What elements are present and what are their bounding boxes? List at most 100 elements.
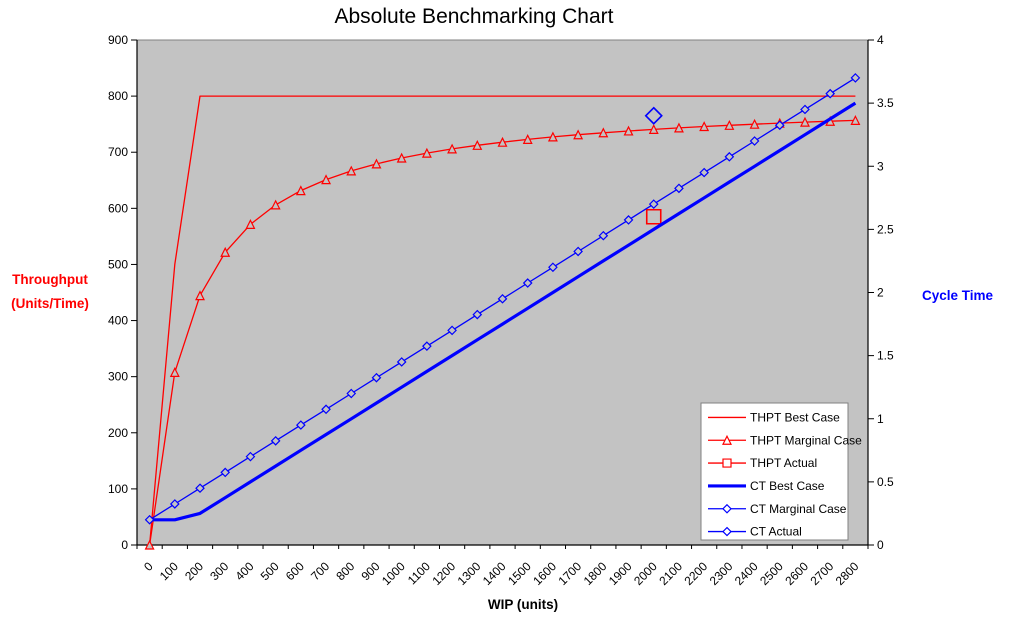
diamond-marker — [497, 293, 508, 304]
series-ct-marginal-case — [144, 73, 861, 525]
triangle-marker — [573, 129, 584, 140]
x-axis-tick-label: 300 — [207, 559, 231, 583]
triangle-marker — [749, 118, 760, 129]
diamond-marker — [371, 372, 382, 383]
triangle-marker — [850, 115, 861, 125]
legend-label: CT Marginal Case — [750, 502, 847, 516]
diamond-marker — [169, 499, 180, 509]
legend: THPT Best Case THPT Marginal Case THPT Act… — [700, 402, 862, 541]
x-axis-tick-label: 1000 — [379, 559, 408, 588]
left-axis-title-line1: Throughput — [12, 272, 88, 287]
series-thpt-marginal-case — [144, 115, 861, 550]
diamond-marker — [522, 278, 533, 288]
x-axis-tick-label: 1200 — [429, 559, 458, 588]
diamond-marker — [195, 483, 205, 494]
left-axis-tick-label: 400 — [108, 314, 128, 328]
x-axis-tick-label: 2100 — [656, 559, 685, 588]
legend-entry-thpt-marginal-case: THPT Marginal Case — [708, 433, 862, 447]
diamond-marker — [850, 73, 861, 83]
x-axis-tick-label: 2200 — [681, 559, 710, 588]
legend-entry-ct-best-case: CT Best Case — [708, 479, 825, 493]
legend-entry-thpt-best-case: THPT Best Case — [708, 410, 840, 424]
diamond-marker — [774, 120, 785, 131]
triangle-marker — [220, 246, 231, 257]
left-axis-tick-label: 700 — [108, 145, 128, 159]
series-ct-best-case — [149, 101, 857, 522]
series-line — [148, 95, 856, 546]
x-axis-tick-label: 1900 — [606, 559, 635, 588]
x-axis-tick-label: 2600 — [782, 559, 811, 588]
triangle-marker — [144, 539, 155, 550]
right-axis-tick-label: 1 — [877, 412, 884, 426]
triangle-marker — [598, 127, 609, 138]
diamond-marker — [548, 262, 558, 273]
left-axis-tick-label: 100 — [108, 482, 128, 496]
right-axis: 0 0.5 1 1.5 2 2.5 3 3.5 4 — [868, 33, 894, 552]
right-axis-title: Cycle Time — [922, 288, 994, 303]
triangle-marker — [522, 134, 533, 144]
legend-diamond-icon — [722, 526, 732, 537]
triangle-marker — [648, 124, 659, 134]
x-axis-tick-label: 0 — [141, 559, 156, 574]
right-axis-tick-label: 4 — [877, 33, 884, 47]
legend-label: CT Best Case — [750, 479, 825, 493]
diamond-marker — [825, 88, 836, 99]
diamond-marker — [674, 183, 684, 194]
legend-label: CT Actual — [750, 525, 802, 539]
triangle-marker — [673, 122, 684, 133]
left-axis-tick-label: 300 — [108, 370, 128, 384]
triangle-marker — [421, 147, 432, 158]
x-axis-tick-label: 2500 — [757, 559, 786, 588]
x-axis-tick-label: 700 — [308, 559, 332, 583]
triangle-marker — [371, 158, 382, 169]
diamond-marker — [724, 151, 735, 162]
left-axis-tick-label: 0 — [121, 538, 128, 552]
diamond-marker — [447, 325, 457, 336]
x-axis-tick-label: 1800 — [581, 559, 610, 588]
diamond-marker — [598, 230, 609, 241]
left-axis-title-line2: (Units/Time) — [11, 296, 89, 311]
x-axis-tick-label: 500 — [258, 559, 282, 583]
x-axis-tick-label: 200 — [182, 559, 206, 583]
x-axis-tick-label: 2800 — [833, 559, 862, 588]
left-axis-tick-label: 800 — [108, 89, 128, 103]
series-thpt-best-case — [148, 95, 856, 546]
x-axis-tick-label: 1100 — [405, 559, 433, 587]
triangle-marker — [724, 119, 735, 130]
series-ct-actual — [644, 106, 663, 125]
diamond-marker — [321, 404, 331, 415]
x-axis-tick-label: 800 — [333, 559, 357, 583]
legend-square-icon — [722, 458, 732, 468]
triangle-marker — [321, 174, 332, 185]
series-line — [149, 101, 857, 522]
triangle-marker — [547, 131, 558, 142]
legend-box — [700, 402, 849, 541]
triangle-marker — [195, 290, 205, 301]
x-axis-tick-label: 1400 — [480, 559, 509, 588]
left-axis-title: Throughput (Units/Time) — [2, 268, 98, 316]
triangle-marker — [623, 125, 634, 136]
legend-entry-ct-marginal-case: CT Marginal Case — [708, 502, 847, 516]
triangle-marker — [497, 136, 508, 147]
right-axis-tick-label: 2.5 — [877, 222, 894, 236]
x-axis-tick-label: 100 — [157, 559, 181, 583]
right-axis-tick-label: 2 — [877, 286, 884, 300]
chart-title: Absolute Benchmarking Chart — [334, 5, 614, 28]
x-axis-tick-label: 1300 — [455, 559, 484, 588]
diamond-marker — [648, 199, 659, 209]
triangle-marker — [396, 152, 407, 163]
x-axis-tick-label: 2700 — [808, 559, 837, 588]
left-axis-tick-label: 600 — [108, 201, 128, 215]
triangle-marker — [169, 367, 180, 377]
x-axis-tick-label: 2300 — [707, 559, 736, 588]
diamond-marker — [295, 420, 306, 430]
legend-label: THPT Marginal Case — [750, 433, 862, 447]
legend-label: THPT Actual — [750, 456, 817, 470]
x-axis-tick-label: 1600 — [530, 559, 559, 588]
diamond-marker — [396, 357, 407, 367]
triangle-marker — [472, 139, 483, 150]
x-axis-tick-label: 600 — [283, 559, 307, 583]
triangle-marker — [699, 121, 710, 132]
diamond-marker — [220, 467, 231, 478]
